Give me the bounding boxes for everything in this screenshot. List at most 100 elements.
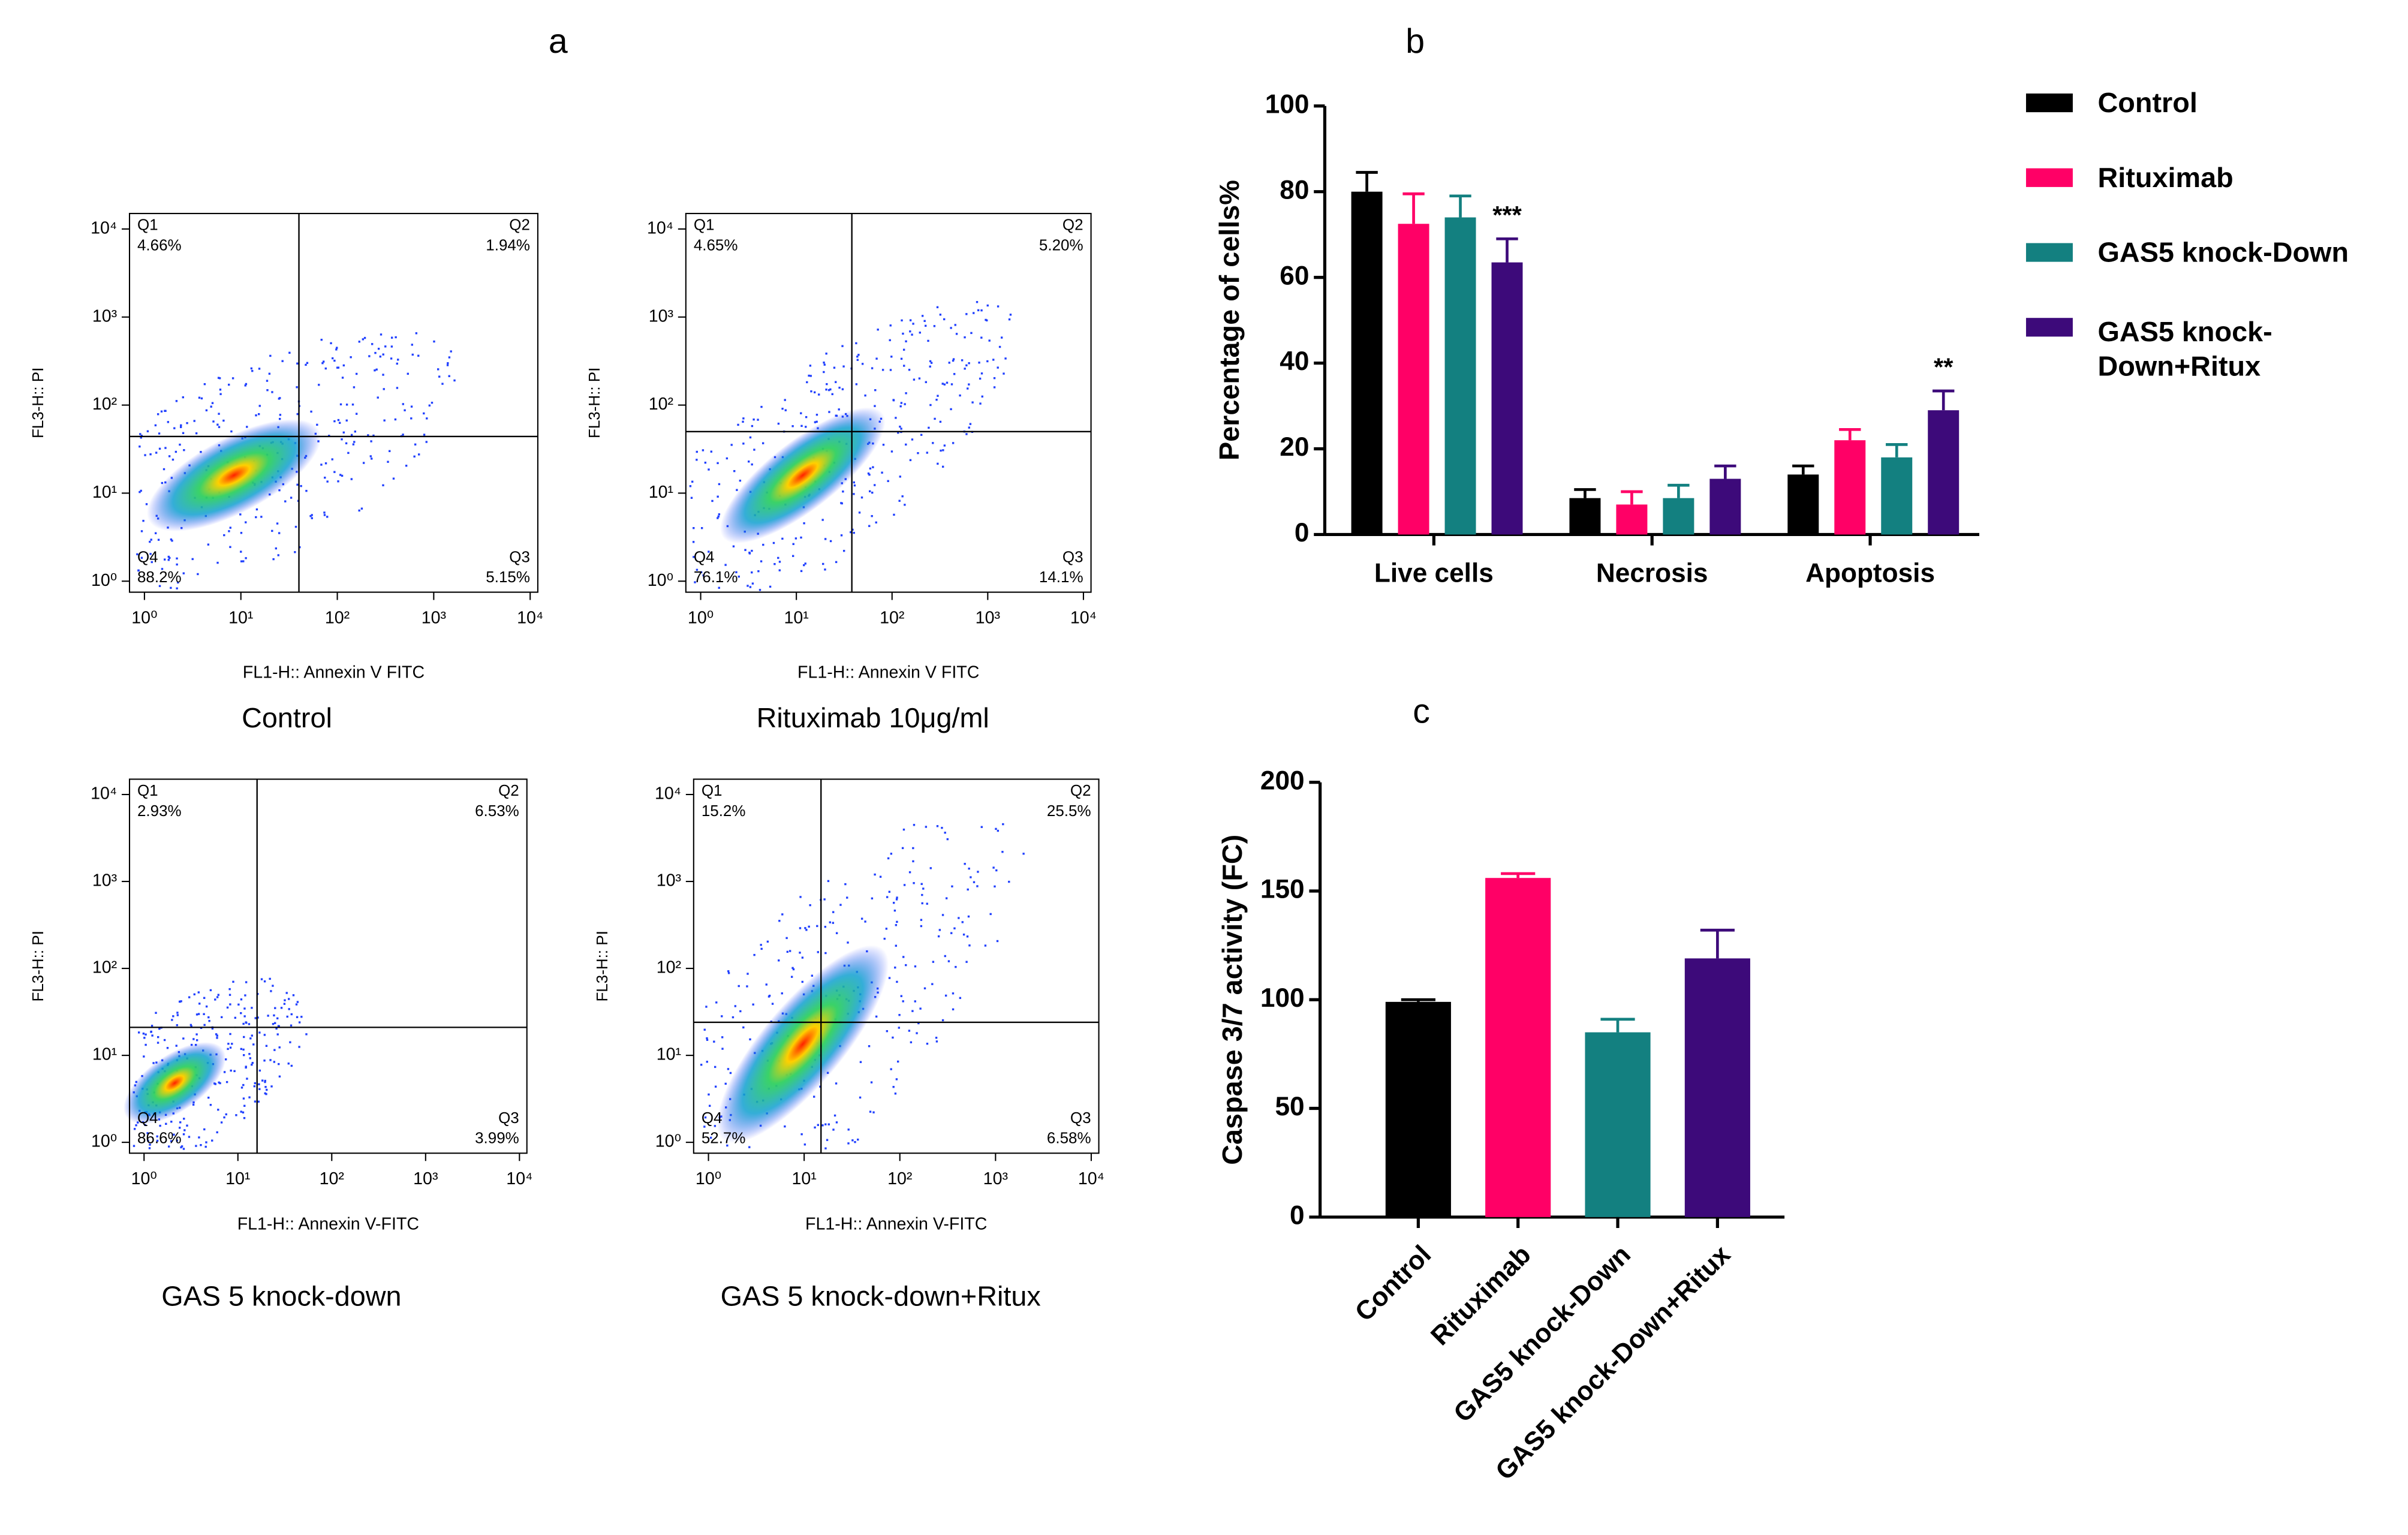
event-dot: [860, 917, 863, 920]
event-dot: [372, 434, 375, 437]
event-dot: [819, 1085, 821, 1088]
panel-label: a: [549, 22, 568, 61]
event-dot: [218, 426, 221, 428]
event-dot: [979, 377, 982, 380]
event-dot: [928, 426, 930, 429]
event-dot: [382, 484, 384, 487]
event-dot: [272, 985, 274, 987]
event-dot: [708, 468, 710, 471]
event-dot: [208, 1020, 210, 1022]
event-dot: [874, 873, 876, 876]
y-tick-label: 10²: [92, 958, 117, 977]
event-dot: [226, 1006, 229, 1009]
y-tick-label: 10²: [92, 395, 117, 414]
event-dot: [902, 348, 905, 351]
event-dot: [805, 929, 808, 931]
event-dot: [721, 1036, 724, 1039]
event-dot: [813, 391, 816, 393]
event-dot: [888, 977, 891, 979]
event-dot: [921, 902, 923, 905]
event-dot: [995, 827, 997, 830]
event-dot: [353, 441, 356, 443]
event-dot: [294, 525, 297, 528]
event-dot: [868, 525, 871, 527]
event-dot: [258, 1088, 261, 1091]
event-dot: [228, 530, 230, 532]
event-dot: [245, 1021, 247, 1024]
event-dot: [689, 485, 692, 487]
event-dot: [800, 412, 802, 414]
event-dot: [847, 1142, 850, 1145]
y-tick-label: 10¹: [657, 1045, 681, 1064]
event-dot: [724, 564, 727, 566]
event-dot: [896, 1060, 899, 1063]
quadrant-percent: 25.5%: [1047, 802, 1091, 820]
event-dot: [747, 973, 749, 975]
event-dot: [214, 998, 216, 1001]
event-dot: [441, 383, 444, 385]
event-dot: [146, 430, 149, 432]
event-dot: [183, 1118, 185, 1120]
event-dot: [902, 1000, 904, 1003]
error-bar: [1402, 192, 1425, 224]
event-dot: [231, 377, 234, 380]
event-dot: [321, 362, 324, 365]
event-dot: [160, 410, 163, 413]
quadrant-name: Q2: [509, 216, 530, 234]
event-dot: [239, 513, 242, 516]
event-dot: [171, 540, 173, 542]
plot-caption: Rituximab 10μg/ml: [757, 702, 989, 733]
x-tick-label: 10²: [320, 1169, 344, 1188]
event-dot: [176, 1012, 179, 1014]
event-dot: [859, 1061, 862, 1063]
x-tick-label: GAS5 knock-Down: [1448, 1240, 1636, 1428]
event-dot: [821, 519, 824, 521]
x-tick-label: Apoptosis: [1805, 559, 1935, 588]
event-dot: [188, 996, 191, 998]
event-dot: [216, 1131, 218, 1134]
event-dot: [263, 1060, 266, 1062]
event-dot: [183, 1129, 186, 1131]
event-dot: [278, 1046, 281, 1049]
event-dot: [200, 1144, 202, 1146]
event-dot: [826, 383, 828, 386]
event-dot: [827, 389, 830, 392]
event-dot: [284, 500, 287, 502]
bar: [1684, 958, 1750, 1217]
event-dot: [195, 1033, 198, 1036]
event-dot: [889, 324, 892, 327]
event-dot: [336, 347, 338, 349]
event-dot: [765, 983, 767, 986]
event-dot: [210, 405, 212, 408]
event-dot: [217, 1109, 219, 1111]
event-dot: [339, 403, 342, 406]
event-dot: [240, 1110, 242, 1113]
event-dot: [448, 356, 451, 359]
event-dot: [1004, 357, 1007, 360]
event-dot: [803, 522, 805, 525]
event-dot: [355, 413, 358, 415]
event-dot: [973, 881, 976, 883]
event-dot: [738, 575, 740, 578]
event-dot: [273, 1014, 275, 1017]
event-dot: [966, 935, 969, 938]
event-dot: [243, 1015, 246, 1018]
event-dot: [959, 997, 962, 1000]
event-dot: [180, 1146, 182, 1149]
significance: ***: [1492, 201, 1522, 229]
event-dot: [772, 541, 775, 544]
event-dot: [998, 345, 1001, 348]
event-dot: [855, 342, 857, 345]
event-dot: [944, 994, 947, 997]
event-dot: [384, 345, 387, 348]
event-dot: [902, 956, 905, 958]
event-dot: [446, 364, 449, 366]
event-dot: [980, 309, 983, 312]
event-dot: [800, 425, 803, 428]
event-dot: [136, 553, 139, 556]
event-dot: [278, 1063, 280, 1066]
event-dot: [920, 883, 923, 885]
event-dot: [410, 417, 413, 420]
quadrant-name: Q1: [694, 216, 715, 234]
